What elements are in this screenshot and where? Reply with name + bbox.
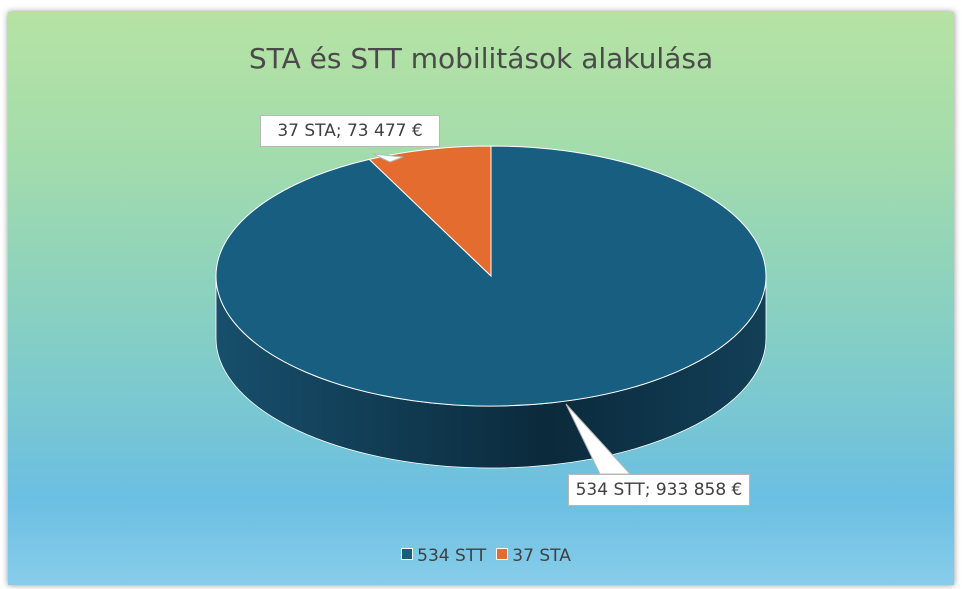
legend-swatch <box>496 548 509 560</box>
chart-title: STA és STT mobilitások alakulása <box>248 42 714 75</box>
chart-area: STA és STT mobilitások alakulása 37 STA;… <box>8 12 954 585</box>
data-label: 37 STA; 73 477 € <box>260 115 440 147</box>
legend-label: 37 STA <box>512 546 571 566</box>
data-label: 534 STT; 933 858 € <box>568 474 750 506</box>
legend-swatch <box>401 548 414 560</box>
pie-slice <box>215 145 767 407</box>
callout-pointer <box>372 153 404 163</box>
legend: 534 STT 37 STA <box>8 546 954 566</box>
pie-slice <box>368 145 492 278</box>
chart <box>215 145 767 475</box>
legend-label: 534 STT <box>417 546 487 566</box>
